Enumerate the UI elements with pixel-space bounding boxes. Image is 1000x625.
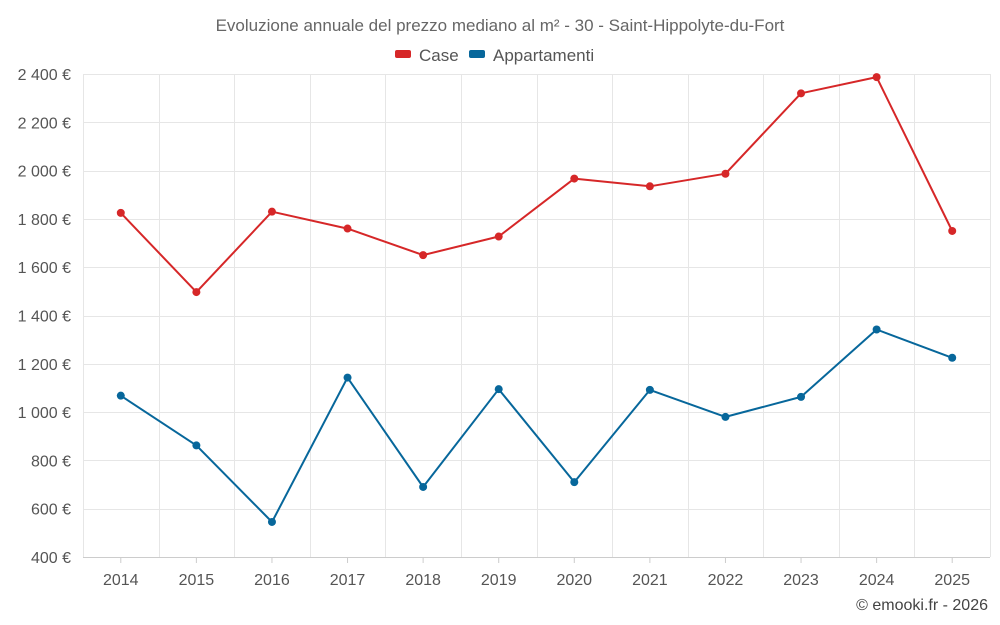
data-point-appartamenti[interactable] (797, 392, 806, 401)
x-axis: 2014 2015 2016 2017 2018 2019 2020 2021 2022 2023… (83, 557, 990, 589)
y-tick-label: 2 000 € (18, 164, 71, 181)
data-point-case[interactable] (797, 89, 806, 98)
data-point-appartamenti[interactable] (116, 391, 125, 400)
data-point-case[interactable] (343, 224, 352, 233)
data-point-case[interactable] (419, 251, 428, 260)
x-tick-label: 2025 (934, 572, 970, 589)
data-point-appartamenti[interactable] (570, 478, 579, 487)
data-point-appartamenti[interactable] (948, 353, 957, 362)
data-point-case[interactable] (948, 226, 957, 235)
y-tick-label: 1 800 € (18, 212, 71, 229)
y-tick-label: 1 200 € (18, 357, 71, 374)
series-line-appartamenti (120, 328, 953, 523)
data-point-appartamenti[interactable] (721, 412, 730, 421)
series-case (116, 73, 957, 297)
y-tick-label: 400 € (31, 550, 71, 567)
x-tick-label: 2017 (330, 572, 366, 589)
x-tick-label: 2020 (556, 572, 592, 589)
data-point-appartamenti[interactable] (494, 385, 503, 394)
credit-text: © emooki.fr - 2026 (856, 597, 988, 614)
data-point-appartamenti[interactable] (343, 373, 352, 382)
data-point-case[interactable] (721, 169, 730, 178)
legend: Case Appartamenti (395, 46, 594, 65)
x-tick-label: 2018 (405, 572, 441, 589)
legend-swatch-appartamenti (469, 50, 485, 58)
y-tick-label: 1 600 € (18, 260, 71, 277)
x-tick-label: 2015 (179, 572, 215, 589)
data-point-appartamenti[interactable] (267, 517, 276, 526)
y-tick-label: 2 400 € (18, 67, 71, 84)
data-point-appartamenti[interactable] (192, 441, 201, 450)
x-tick-label: 2014 (103, 572, 139, 589)
legend-swatch-case (395, 50, 411, 58)
y-tick-label: 1 400 € (18, 309, 71, 326)
data-point-case[interactable] (494, 232, 503, 241)
x-tick-label: 2023 (783, 572, 819, 589)
legend-item-case[interactable]: Case (395, 46, 459, 65)
series-appartamenti (116, 325, 957, 526)
data-point-case[interactable] (645, 182, 654, 191)
data-point-case[interactable] (872, 73, 881, 82)
x-tick-label: 2022 (708, 572, 744, 589)
x-tick-label: 2016 (254, 572, 290, 589)
grid (83, 74, 991, 558)
y-axis: 400 € 600 € 800 € 1 000 € 1 200 € 1 400 € 1 60… (18, 67, 71, 567)
data-point-appartamenti[interactable] (872, 325, 881, 334)
series (116, 73, 957, 526)
data-point-appartamenti[interactable] (645, 385, 654, 394)
legend-item-appartamenti[interactable]: Appartamenti (469, 46, 594, 65)
chart-title: Evoluzione annuale del prezzo mediano al… (216, 16, 785, 35)
legend-label-case: Case (419, 46, 459, 65)
y-tick-label: 1 000 € (18, 405, 71, 422)
data-point-case[interactable] (570, 174, 579, 183)
x-tick-label: 2024 (859, 572, 895, 589)
y-tick-label: 800 € (31, 453, 71, 470)
data-point-case[interactable] (192, 288, 201, 297)
data-point-appartamenti[interactable] (419, 482, 428, 491)
series-line-case (120, 76, 954, 294)
x-tick-label: 2019 (481, 572, 517, 589)
x-tick-label: 2021 (632, 572, 668, 589)
y-tick-label: 2 200 € (18, 115, 71, 132)
y-tick-label: 600 € (31, 502, 71, 519)
data-point-case[interactable] (116, 208, 125, 217)
data-point-case[interactable] (267, 207, 276, 216)
legend-label-appartamenti: Appartamenti (493, 46, 594, 65)
